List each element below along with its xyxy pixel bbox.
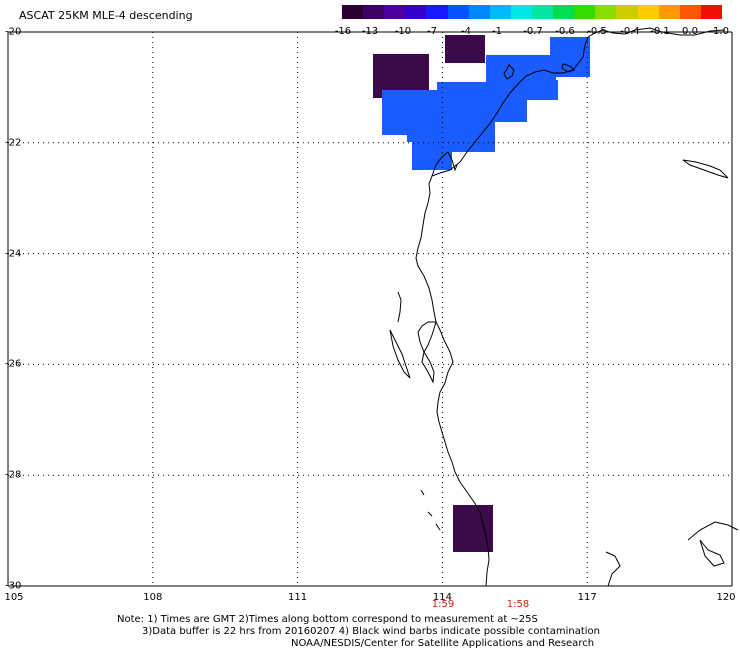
latitude-label: -20 — [5, 26, 22, 38]
note-line-2: 3)Data buffer is 22 hrs from 20160207 4)… — [142, 626, 600, 637]
latitude-label: -22 — [5, 137, 22, 149]
colorbar-segment — [489, 5, 511, 19]
barrow-island — [503, 64, 515, 80]
bernier-island — [397, 291, 402, 323]
colorbar-segment — [616, 5, 638, 19]
south-coast-shape-b — [605, 551, 621, 587]
colorbar-segment — [595, 5, 617, 19]
note-line-3: NOAA/NESDIS/Center for Satellite Applica… — [291, 638, 595, 649]
latitude-label: -28 — [5, 469, 22, 481]
colorbar-segment — [658, 5, 680, 19]
lat-lon-gridlines — [7, 31, 733, 587]
latitude-label: -30 — [5, 580, 22, 592]
note-line-1: Note: 1) Times are GMT 2)Times along bot… — [117, 614, 538, 625]
colorbar-segment — [679, 5, 701, 19]
colorbar-segment — [468, 5, 490, 19]
colorbar-segment — [700, 5, 722, 19]
longitude-label: 105 — [4, 592, 24, 603]
mle-cell — [445, 35, 485, 63]
colorbar-segment — [531, 5, 554, 19]
mle-data-cells — [373, 35, 590, 552]
kimberley-island — [682, 159, 729, 179]
colorbar-segment — [637, 5, 659, 19]
mle-cell — [486, 55, 556, 83]
colorbar-segment — [510, 5, 532, 19]
latitude-label: -26 — [5, 358, 22, 370]
colorbar-segment — [426, 5, 448, 19]
colorbar-segment — [342, 5, 364, 19]
exmouth-gulf — [431, 151, 458, 177]
mle-cell — [453, 505, 493, 552]
west-australia-coastline — [415, 36, 589, 587]
shark-bay-peninsula — [417, 321, 437, 354]
mle-cell — [500, 80, 558, 100]
colorbar-segment — [553, 5, 575, 19]
colorbar-segment — [405, 5, 427, 19]
mle-colorbar — [342, 5, 722, 19]
longitude-label: 114 — [432, 592, 452, 603]
colorbar-segment — [574, 5, 596, 19]
south-coast-shape-a — [687, 521, 739, 567]
latitude-label: -24 — [5, 248, 22, 260]
north-coast-east — [587, 27, 726, 38]
shark-bay-inner — [421, 350, 435, 384]
longitude-label: 111 — [288, 592, 308, 603]
longitude-label: 120 — [716, 592, 736, 603]
coastline — [389, 27, 739, 587]
colorbar-segment — [384, 5, 406, 19]
time-label-1: 1:59 — [431, 599, 455, 610]
map-title: ASCAT 25KM MLE-4 descending — [19, 9, 193, 22]
dirk-hartog-island — [389, 329, 411, 379]
colorbar-segment — [447, 5, 469, 19]
colorbar-segment — [363, 5, 385, 19]
mle-cell — [412, 140, 452, 170]
mle-cell — [407, 122, 452, 142]
time-label-2: 1:58 — [506, 599, 530, 610]
dampier-islands — [561, 63, 575, 73]
longitude-label: 108 — [143, 592, 163, 603]
longitude-label: 117 — [577, 592, 597, 603]
abrolhos-islands — [420, 489, 441, 531]
